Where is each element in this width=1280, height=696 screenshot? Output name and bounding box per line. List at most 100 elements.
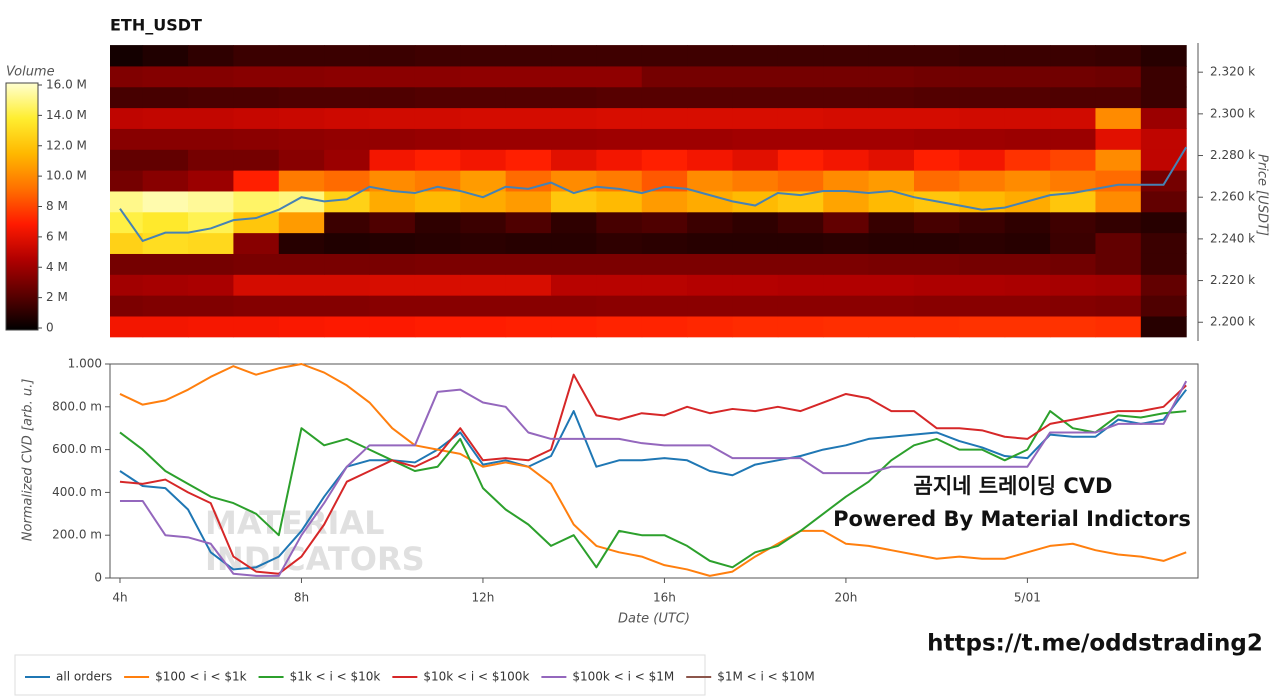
heat-cell [460,274,507,296]
heat-cell [823,128,870,150]
heat-cell [1050,65,1096,88]
heat-cell [913,45,960,67]
heat-cell [596,86,643,109]
heat-cell [641,211,688,234]
heat-cell [1004,315,1051,338]
heat-cell [1095,253,1142,275]
heat-cell [188,211,234,234]
heat-cell [551,107,597,129]
heat-cell [777,149,824,171]
heat-cell [641,295,688,317]
heatmap [110,45,1188,338]
y2-tick-label: 2.200 k [1210,315,1255,329]
heat-cell [687,86,733,109]
heat-cell [505,86,552,109]
heat-cell [1095,45,1142,67]
heat-cell [687,295,733,317]
heat-cell [1140,128,1187,150]
heat-cell [369,232,416,254]
heat-cell [551,232,597,254]
heat-cell [959,45,1006,67]
heat-cell [868,232,915,254]
x-axis-title: Date (UTC) [618,612,690,627]
heat-cell [233,315,280,338]
heat-cell [110,149,144,171]
heat-cell [233,190,280,213]
heat-cell [1050,253,1096,275]
heat-cell [1050,149,1096,171]
heat-cell [777,253,824,275]
heat-cell [596,315,643,338]
heat-cell [278,232,325,254]
heat-cell [324,190,371,213]
heat-cell [959,253,1006,275]
y2-tick-label: 2.300 k [1210,106,1255,120]
heat-cell [913,128,960,150]
heat-cell [142,253,189,275]
heat-cell [324,253,371,275]
heat-cell [1140,274,1187,296]
heat-cell [414,253,461,275]
heat-cell [596,45,643,67]
heat-cell [369,295,416,317]
heat-cell [188,190,234,213]
heat-cell [913,253,960,275]
heat-cell [959,232,1006,254]
heat-cell [959,315,1006,338]
annotation: 곰지네 트레이딩 CVD [914,474,1113,498]
heat-cell [1140,107,1187,129]
heat-cell [1095,128,1142,150]
colorbar-tick-label: 8 M [46,199,68,213]
heat-cell [110,253,144,275]
heat-cell [1095,190,1142,213]
heat-cell [1050,190,1096,213]
y-tick-label: 1.000 [68,357,102,371]
heat-cell [777,107,824,129]
heat-cell [142,170,189,192]
heat-cell [188,128,234,150]
heat-cell [823,170,870,192]
heat-cell [868,253,915,275]
heat-cell [414,295,461,317]
series-line [119,380,1188,577]
heat-cell [641,65,688,88]
heat-cell [1004,65,1051,88]
heat-cell [142,45,189,67]
heat-cell [959,295,1006,317]
heat-cell [732,170,779,192]
heat-cell [460,65,507,88]
heat-cell [142,211,189,234]
heat-cell [1050,45,1096,67]
heat-cell [732,65,779,88]
heat-cell [641,190,688,213]
heat-cell [777,274,824,296]
heat-cell [823,190,870,213]
heat-cell [505,274,552,296]
heat-cell [1004,253,1051,275]
heat-cell [732,190,779,213]
heat-cell [324,149,371,171]
heat-cell [460,149,507,171]
heat-cell [687,190,733,213]
heat-cell [913,65,960,88]
heat-cell [369,190,416,213]
heat-cell [110,274,144,296]
heat-cell [777,190,824,213]
footer-link[interactable]: https://t.me/oddstrading2 [927,631,1263,657]
heat-cell [142,232,189,254]
heat-cell [414,315,461,338]
heat-cell [233,107,280,129]
heat-cell [278,128,325,150]
heat-cell [823,315,870,338]
heat-cell [868,295,915,317]
heat-cell [823,149,870,171]
heat-cell [414,190,461,213]
heat-cell [687,253,733,275]
heat-cell [1140,65,1187,88]
heat-cell [505,128,552,150]
heat-cell [959,274,1006,296]
heat-cell [505,107,552,129]
annotation: Powered By Material Indictors [833,507,1191,531]
heat-cell [959,128,1006,150]
